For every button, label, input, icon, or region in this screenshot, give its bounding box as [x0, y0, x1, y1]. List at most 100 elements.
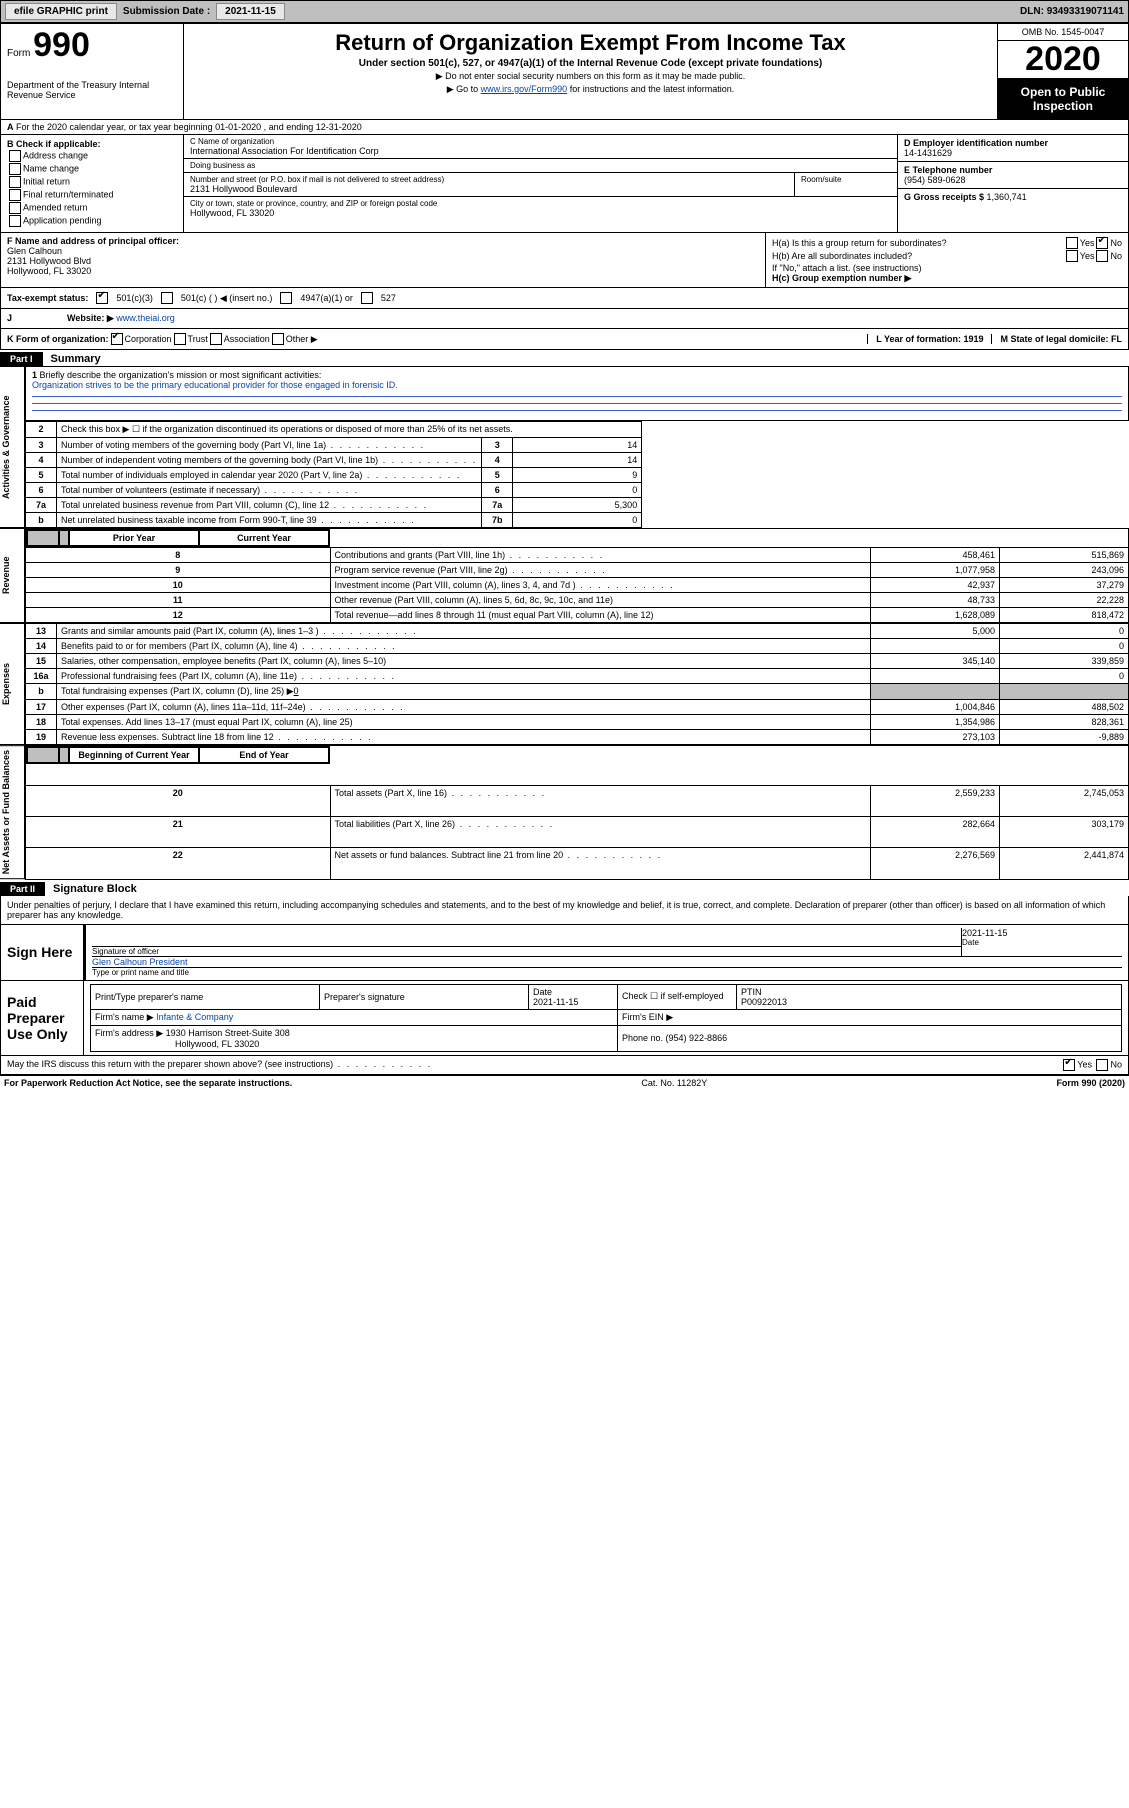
omb-number: OMB No. 1545-0047	[998, 24, 1128, 41]
side-netassets: Net Assets or Fund Balances	[0, 745, 25, 879]
hdr-current-year: Current Year	[199, 530, 329, 546]
open-inspection: Open to Public Inspection	[998, 79, 1128, 119]
line6: Total number of volunteers (estimate if …	[57, 483, 482, 498]
line21: Total liabilities (Part X, line 26)	[330, 817, 871, 848]
ein-label: D Employer identification number	[904, 138, 1122, 148]
sig-date: 2021-11-15	[962, 928, 1122, 938]
cb-527[interactable]	[361, 292, 373, 304]
line16a: Professional fundraising fees (Part IX, …	[57, 669, 871, 684]
cb-discuss-yes[interactable]	[1063, 1059, 1075, 1071]
tax-year: 2020	[998, 41, 1128, 79]
note-goto-c: for instructions and the latest informat…	[570, 84, 735, 94]
hdr-boy: Beginning of Current Year	[69, 747, 199, 763]
val-5: 9	[513, 468, 642, 483]
top-banner: efile GRAPHIC print Submission Date : 20…	[0, 0, 1129, 23]
sig-name-label: Type or print name and title	[92, 967, 1122, 977]
note-goto-a: ▶ Go to	[447, 84, 481, 94]
cb-trust[interactable]	[174, 333, 186, 345]
org-name: International Association For Identifica…	[190, 146, 891, 156]
page-title: Return of Organization Exempt From Incom…	[192, 30, 989, 56]
line7b: Net unrelated business taxable income fr…	[57, 513, 482, 528]
val-4: 14	[513, 453, 642, 468]
footer-paperwork: For Paperwork Reduction Act Notice, see …	[4, 1078, 292, 1088]
form-number: 990	[33, 26, 90, 64]
tax-exempt-label: Tax-exempt status:	[7, 293, 88, 303]
line4: Number of independent voting members of …	[57, 453, 482, 468]
j-label: J	[7, 313, 67, 324]
sig-date-label: Date	[962, 938, 1122, 947]
cb-501c3[interactable]	[96, 292, 108, 304]
discuss-preparer: May the IRS discuss this return with the…	[7, 1059, 432, 1071]
footer-catno: Cat. No. 11282Y	[641, 1078, 707, 1088]
year-formation: L Year of formation: 1919	[867, 334, 983, 344]
line2: Check this box ▶ ☐ if the organization d…	[57, 422, 642, 438]
line1-label: Briefly describe the organization's miss…	[40, 370, 322, 380]
link-irs-form990[interactable]: www.irs.gov/Form990	[481, 84, 568, 94]
hc-label: H(c) Group exemption number ▶	[772, 273, 1122, 284]
box-b-applicable: B Check if applicable: Address change Na…	[1, 135, 184, 232]
dept-treasury: Department of the Treasury Internal Reve…	[7, 80, 177, 100]
part2-title: Signature Block	[53, 883, 137, 895]
officer-name: Glen Calhoun	[7, 246, 759, 256]
sig-officer-label: Signature of officer	[92, 947, 961, 956]
line10: Investment income (Part VIII, column (A)…	[330, 578, 871, 593]
line22: Net assets or fund balances. Subtract li…	[330, 848, 871, 879]
side-activities: Activities & Governance	[0, 366, 25, 528]
perjury-statement: Under penalties of perjury, I declare th…	[1, 896, 1128, 925]
val-6: 0	[513, 483, 642, 498]
org-name-label: C Name of organization	[190, 137, 891, 146]
line9: Program service revenue (Part VIII, line…	[330, 563, 871, 578]
mission-text[interactable]: Organization strives to be the primary e…	[32, 380, 398, 390]
part1-title: Summary	[51, 353, 101, 365]
efile-print-button[interactable]: efile GRAPHIC print	[5, 3, 117, 20]
hdr-prior-year: Prior Year	[69, 530, 199, 546]
cb-corporation[interactable]	[111, 333, 123, 345]
line14: Benefits paid to or for members (Part IX…	[57, 639, 871, 654]
line15: Salaries, other compensation, employee b…	[57, 654, 871, 669]
cb-association[interactable]	[210, 333, 222, 345]
street-label: Number and street (or P.O. box if mail i…	[190, 175, 788, 184]
line17: Other expenses (Part IX, column (A), lin…	[57, 700, 871, 715]
prep-sig-label: Preparer's signature	[320, 984, 529, 1009]
note-ssn: ▶ Do not enter social security numbers o…	[192, 71, 989, 82]
ptin-value: P00922013	[741, 997, 787, 1007]
line11: Other revenue (Part VIII, column (A), li…	[330, 593, 871, 608]
website-link[interactable]: www.theiai.org	[116, 313, 175, 323]
dba-label: Doing business as	[190, 161, 891, 170]
line8: Contributions and grants (Part VIII, lin…	[330, 548, 871, 563]
hb-label: H(b) Are all subordinates included?	[772, 251, 1064, 261]
city-label: City or town, state or province, country…	[190, 199, 891, 208]
submission-date: 2021-11-15	[216, 3, 285, 20]
city-value: Hollywood, FL 33020	[190, 208, 891, 218]
prep-self-employed: Check ☐ if self-employed	[618, 984, 737, 1009]
street-value: 2131 Hollywood Boulevard	[190, 184, 788, 194]
line18: Total expenses. Add lines 13–17 (must eq…	[57, 715, 871, 730]
phone-value: (954) 589-0628	[904, 175, 1122, 185]
dln-value: 93493319071141	[1047, 6, 1124, 17]
gross-receipts-value: 1,360,741	[987, 192, 1027, 202]
firm-name: Infante & Company	[156, 1012, 233, 1022]
part1-badge: Part I	[0, 352, 43, 366]
part2-badge: Part II	[0, 882, 45, 896]
officer-label: F Name and address of principal officer:	[7, 236, 759, 246]
line3: Number of voting members of the governin…	[57, 438, 482, 453]
room-label: Room/suite	[801, 175, 891, 184]
subtitle: Under section 501(c), 527, or 4947(a)(1)…	[192, 58, 989, 69]
cb-4947[interactable]	[280, 292, 292, 304]
cb-other[interactable]	[272, 333, 284, 345]
line19: Revenue less expenses. Subtract line 18 …	[57, 730, 871, 745]
hdr-eoy: End of Year	[199, 747, 329, 763]
side-revenue: Revenue	[0, 528, 25, 623]
firm-addr2: Hollywood, FL 33020	[175, 1039, 259, 1049]
firm-ein-label: Firm's EIN ▶	[618, 1009, 1122, 1025]
firm-phone: Phone no. (954) 922-8866	[618, 1025, 1122, 1051]
line5: Total number of individuals employed in …	[57, 468, 482, 483]
ha-label: H(a) Is this a group return for subordin…	[772, 238, 1064, 248]
cb-discuss-no[interactable]	[1096, 1059, 1108, 1071]
side-expenses: Expenses	[0, 623, 25, 745]
ein-value: 14-1431629	[904, 148, 1122, 158]
officer-addr1: 2131 Hollywood Blvd	[7, 256, 759, 266]
cb-501c[interactable]	[161, 292, 173, 304]
dln-label: DLN:	[1020, 6, 1047, 17]
paid-preparer-label: Paid Preparer Use Only	[1, 981, 84, 1055]
